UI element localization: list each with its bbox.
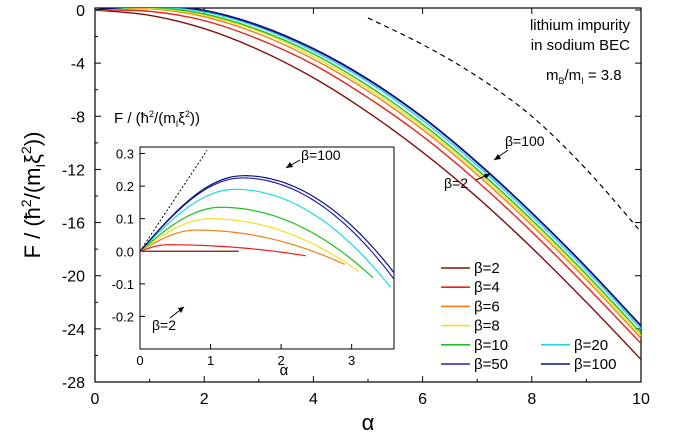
main-y-tick-label: -20 <box>62 269 85 286</box>
main-y-title-sub: I <box>33 164 48 168</box>
main-series-line <box>95 9 641 344</box>
inset-series-line <box>140 229 345 265</box>
main-y-tick-label: 0 <box>76 3 85 20</box>
inset-y-title-mid: /(m <box>154 110 176 127</box>
main-x-tick-label: 6 <box>418 391 427 408</box>
inset-tangent-line <box>140 149 208 252</box>
mass-ratio-slash: /m <box>565 67 582 84</box>
main-series-line <box>95 8 641 334</box>
main-y-tick-label: -8 <box>71 109 85 126</box>
system-label-line1: lithium impurity <box>530 17 631 34</box>
inset-x-tick-label: 1 <box>207 353 214 368</box>
inset-beta-2-arrowhead <box>178 307 184 313</box>
mass-ratio-sub-b: B <box>559 76 565 86</box>
inset-series-line <box>140 175 394 274</box>
main-x-axis-title: α <box>362 410 375 435</box>
inset-y-title-sup2: 2 <box>185 109 190 119</box>
main-y-title-hbar: ħ <box>20 207 45 219</box>
main-x-tick-label: 2 <box>200 391 209 408</box>
inset-series-line <box>140 206 374 279</box>
main-y-axis-title: F / (ħ2/(mIξ2)) <box>18 132 48 259</box>
inset-series-group <box>140 175 394 288</box>
main-x-tick-label: 8 <box>527 391 536 408</box>
main-series-group <box>95 8 641 360</box>
main-series-line <box>95 8 641 327</box>
inset-y-title-sup: 2 <box>149 109 154 119</box>
inset-y-tick-label: -0.2 <box>112 309 134 324</box>
system-label-line2: in sodium BEC <box>531 37 630 54</box>
main-tick-labels: 0 2 4 6 8 100-4-8-12-16-20-24-28 <box>62 3 650 408</box>
inset-beta-2-label: β=2 <box>152 317 176 333</box>
inset-x-tick-label: 0 <box>136 353 143 368</box>
inset-beta-100-label: β=100 <box>301 147 341 163</box>
inset-y-axis-title: F / (ħ2/(mIξ2)) <box>114 109 200 129</box>
inset-y-tick-label: 0.1 <box>116 212 134 227</box>
main-y-title-mid: /(m <box>20 168 45 200</box>
main-x-tick-label: 4 <box>309 391 318 408</box>
main-beta-2-label: β=2 <box>444 175 468 191</box>
inset-beta-100-arrowhead <box>286 162 293 168</box>
legend-label: β=100 <box>574 356 616 373</box>
main-x-tick-label: 0 <box>91 391 100 408</box>
main-plot: 0 2 4 6 8 100-4-8-12-16-20-24-28 α F / (ħ2/(m… <box>18 3 650 435</box>
inset-x-tick-label: 3 <box>348 353 355 368</box>
main-y-tick-label: -24 <box>62 322 85 339</box>
main-y-title-suffix: )) <box>20 132 45 147</box>
main-y-tick-label: -12 <box>62 162 85 179</box>
inset-y-title-suffix: )) <box>190 110 200 127</box>
main-x-tick-label: 10 <box>632 391 650 408</box>
main-y-tick-label: -16 <box>62 216 85 233</box>
inset-y-title-prefix: F / ( <box>114 110 141 127</box>
mass-ratio-label: mB/mI = 3.8 <box>546 67 622 86</box>
legend: β=2 β=4 β=6 β=8 β=10 β=20 β=50 β=100 <box>441 260 616 373</box>
mass-ratio-m: m <box>546 67 559 84</box>
main-y-title-sup: 2 <box>18 199 34 207</box>
main-series-line <box>95 8 641 330</box>
mass-ratio-value: = 3.8 <box>584 67 622 84</box>
mass-ratio-sub-i: I <box>581 76 584 86</box>
legend-label: β=4 <box>474 279 500 296</box>
inset-y-title-hbar: ħ <box>141 110 149 127</box>
legend-label: β=8 <box>474 318 500 335</box>
inset-y-tick-label: -0.1 <box>112 277 134 292</box>
main-beta-100-label: β=100 <box>505 133 545 149</box>
main-series-line <box>95 8 641 339</box>
inset-series-line <box>140 177 394 281</box>
inset-y-tick-label: 0.0 <box>116 244 134 259</box>
main-y-title-sup2: 2 <box>18 146 34 154</box>
main-series-line <box>95 9 641 360</box>
legend-label: β=20 <box>574 337 608 354</box>
inset-y-title-xi: ξ <box>178 110 185 127</box>
inset-y-title-sub: I <box>176 119 179 129</box>
main-y-tick-label: -28 <box>62 375 85 392</box>
main-y-title-prefix: F / ( <box>20 219 45 259</box>
legend-label: β=50 <box>474 356 508 373</box>
main-y-tick-label: -4 <box>71 56 85 73</box>
inset-series-line <box>140 188 391 288</box>
legend-label: β=10 <box>474 337 508 354</box>
inset-series-line <box>140 218 360 272</box>
main-ticks <box>94 8 642 383</box>
inset-y-tick-label: 0.2 <box>116 179 134 194</box>
inset-plot: 0 1 2 30.30.20.10.0-0.1-0.2 F / (ħ2/(mIξ2))… <box>112 109 395 379</box>
inset-series-line <box>140 244 306 257</box>
main-beta-100-arrowhead <box>494 154 501 160</box>
main-beta-2-arrowhead <box>484 174 490 179</box>
inset-tick-labels: 0 1 2 3 0.3 0.2 0.1 0.0 -0.1 -0.2 <box>112 147 356 368</box>
inset-y-tick-label: 0.3 <box>116 147 134 162</box>
legend-label: β=6 <box>474 298 500 315</box>
inset-x-tick-label: 2 <box>277 353 284 368</box>
main-y-title-xi: ξ <box>20 154 45 164</box>
main-series-line <box>95 8 641 336</box>
legend-label: β=2 <box>474 260 500 277</box>
inset-x-axis-title: α <box>280 362 289 379</box>
